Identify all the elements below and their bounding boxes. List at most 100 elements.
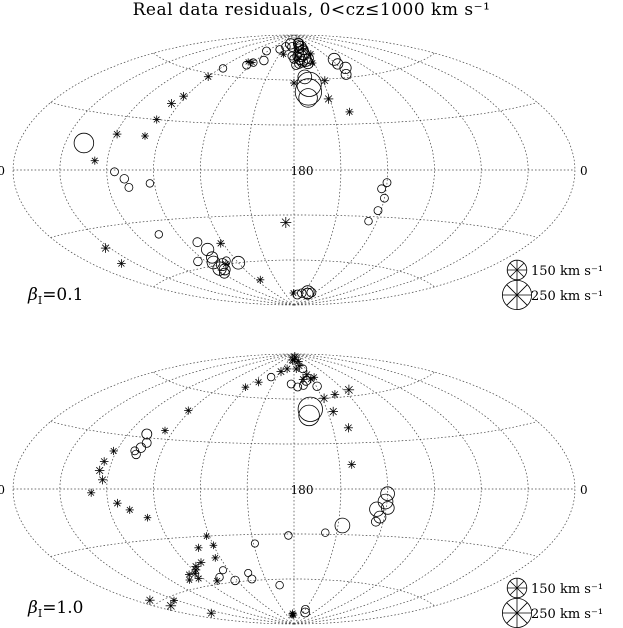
point-circle [141,437,152,448]
parallel--60 [153,259,435,288]
point-circle [73,132,95,154]
chart-title: Real data residuals, 0<cz≤1000 km s⁻¹ [132,0,491,20]
point-circle [230,575,240,586]
point-asterisk [330,390,340,399]
parallel-30 [50,421,538,445]
legend-entry: 250 km s⁻¹ [502,598,603,628]
point-asterisk [209,541,218,550]
legend: 150 km s⁻¹ 250 km s⁻¹ [501,259,603,310]
point-asterisk [185,576,194,584]
point-circle [286,379,296,389]
parallel--60 [153,578,435,607]
point-asterisk [279,50,287,58]
point-circle [242,60,252,70]
point-circle [201,242,215,257]
point-circle [364,216,373,226]
point-asterisk [213,576,222,585]
point-asterisk [203,72,213,81]
point-asterisk [143,513,152,522]
point-circle [298,364,308,374]
point-circle [296,71,322,97]
point-asterisk [196,558,206,567]
point-circle [287,42,298,52]
legend-label: 250 km s⁻¹ [531,607,603,622]
point-circle [275,581,284,590]
point-circle [289,54,299,64]
legend-asterisk [507,260,527,280]
point-circle [370,516,381,527]
point-circle [298,88,318,108]
panel-beta-0-1: 360 180 0 150 km s⁻¹ 250 km s⁻¹ βI=0.1 [0,34,603,310]
point-asterisk [289,289,298,297]
parallel--30 [50,214,538,238]
point-circle [300,607,311,618]
point-asterisk [100,243,111,253]
lon-label-center: 180 [291,164,314,178]
point-circle [259,55,269,66]
point-circle [380,486,395,502]
legend-label: 150 km s⁻¹ [531,582,603,597]
point-circle [380,501,395,515]
point-asterisk [343,384,355,395]
point-circle [292,289,303,300]
point-asterisk [98,475,108,485]
point-asterisk [167,99,176,109]
point-asterisk [90,156,99,165]
point-asterisk [343,423,353,433]
point-circle [281,42,291,52]
point-circle [135,442,147,453]
point-circle [262,46,271,56]
parallel--30 [50,533,538,557]
point-circle [141,428,153,440]
parallel-60 [153,371,435,400]
point-circle [300,285,315,299]
point-asterisk [206,608,216,618]
point-asterisk [141,132,149,140]
point-circle [218,267,230,279]
point-circle [206,255,221,270]
point-circle [131,449,141,460]
point-asterisk [184,406,193,415]
point-circle [275,45,284,54]
point-asterisk [256,275,265,284]
lon-label-right: 0 [580,164,588,178]
point-asterisk [293,356,303,366]
point-asterisk [248,58,256,66]
point-circle [124,182,134,192]
point-circle [250,539,259,548]
point-circle [119,174,130,184]
point-asterisk [94,465,105,476]
point-asterisk [320,76,330,86]
point-asterisk [345,107,354,116]
point-asterisk [117,259,126,268]
point-circle [284,531,293,540]
parallel-30 [50,102,538,126]
legend-entry: 250 km s⁻¹ [501,279,603,310]
point-circle [244,569,253,578]
lon-label-right: 0 [580,483,588,497]
point-asterisk [194,574,203,583]
point-asterisk [319,393,329,403]
point-circle [340,69,352,80]
point-asterisk [194,543,203,552]
point-circle [301,375,312,386]
point-asterisk [276,367,286,377]
point-circle [298,380,308,390]
point-circle [339,61,352,75]
point-circle [284,38,297,50]
point-asterisk [179,92,188,101]
point-asterisk [254,378,263,387]
point-asterisk [202,532,211,540]
panel-label: βI=1.0 [27,598,83,620]
point-circle [332,58,344,70]
point-circle [297,288,307,298]
point-circle [218,566,227,575]
legend-asterisk [502,280,532,310]
point-asterisk [244,58,252,66]
point-circle [369,501,385,517]
point-circle [377,493,394,510]
point-circle [192,237,203,248]
legend-label: 250 km s⁻¹ [531,289,603,304]
point-asterisk [161,426,169,435]
point-circle [334,517,351,534]
